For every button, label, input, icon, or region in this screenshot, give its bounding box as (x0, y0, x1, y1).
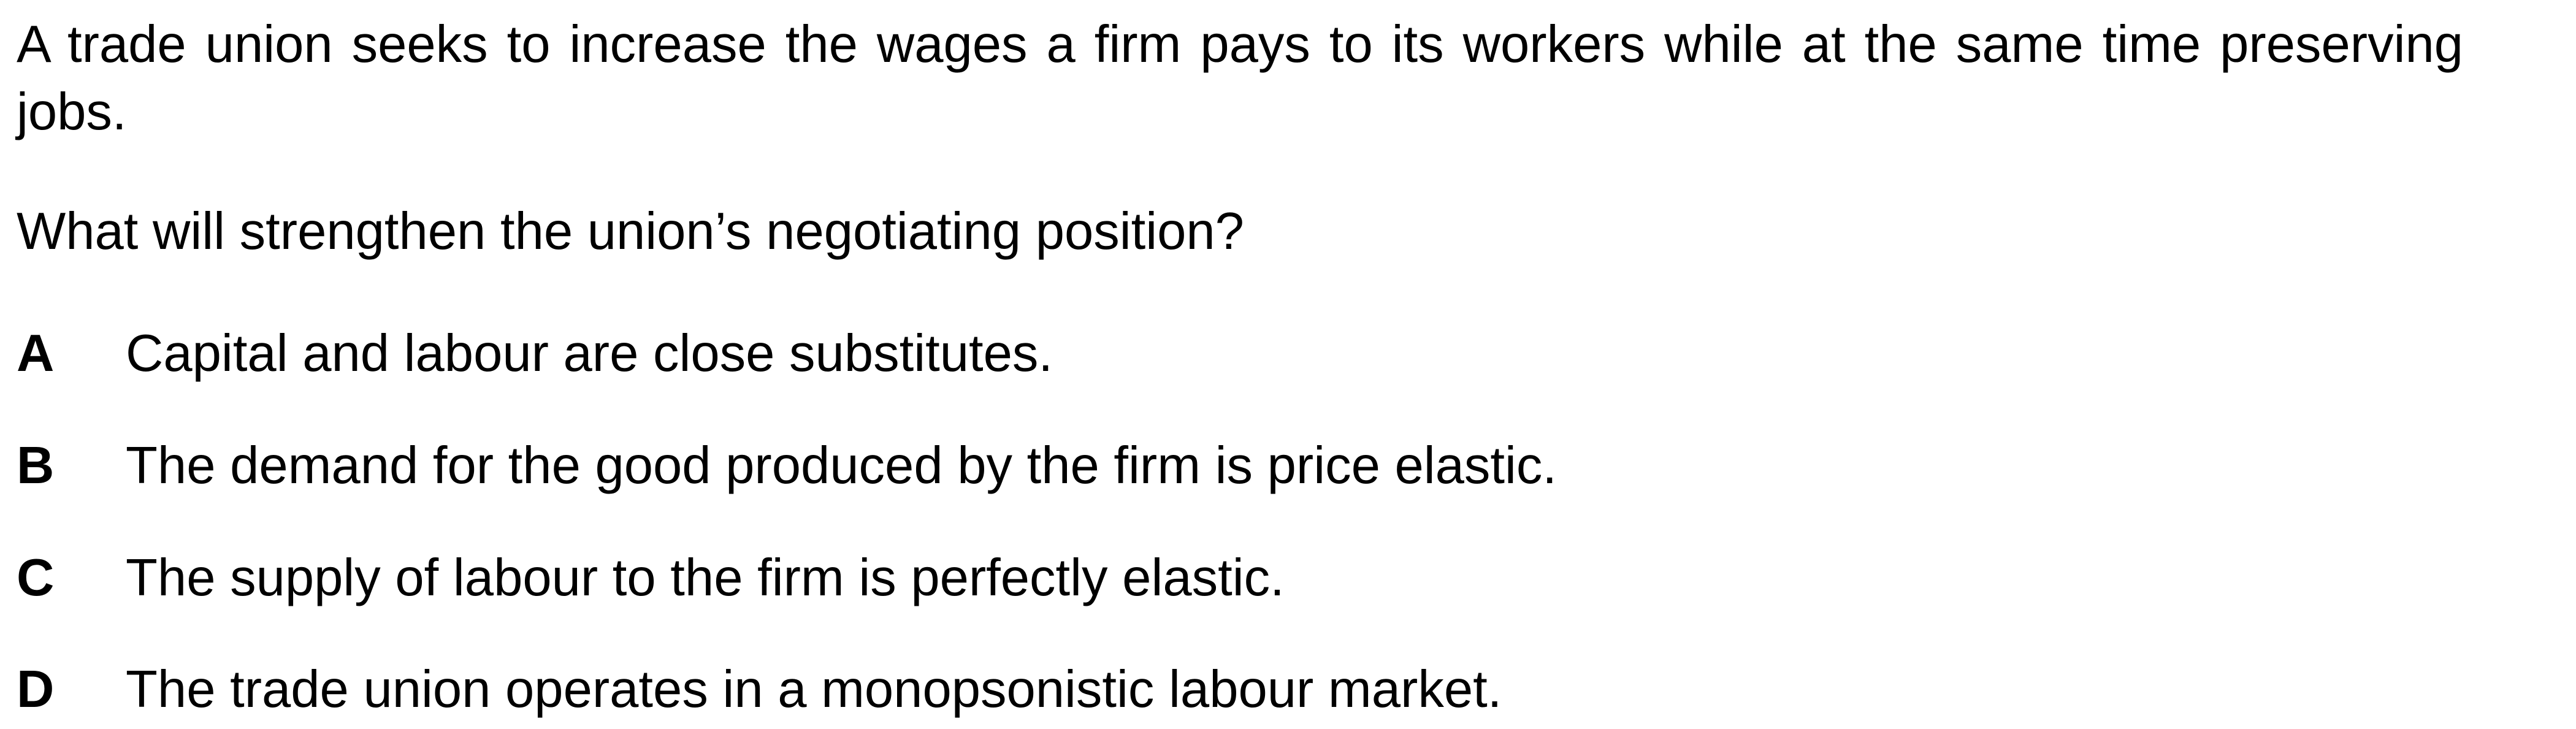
question-stem: A trade union seeks to increase the wage… (17, 15, 2463, 141)
option-letter: D (17, 660, 55, 719)
option-letter: A (17, 324, 55, 383)
option-text: The supply of labour to the firm is perf… (126, 549, 1285, 607)
option-letter: C (17, 549, 55, 607)
option-text: The demand for the good produced by the … (126, 437, 1557, 495)
option-text: Capital and labour are close substitutes… (126, 324, 1053, 383)
option-text: The trade union operates in a monopsonis… (126, 660, 1502, 719)
option-letter: B (17, 437, 55, 495)
question-prompt: What will strengthen the union’s negotia… (17, 202, 1244, 261)
